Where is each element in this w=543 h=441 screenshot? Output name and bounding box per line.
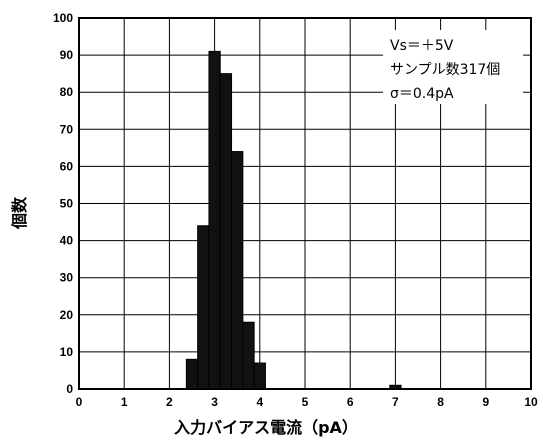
histogram-bar (231, 151, 244, 390)
x-tick-label: 4 (256, 395, 263, 409)
y-tick-label: 20 (60, 308, 74, 322)
y-tick-label: 90 (60, 48, 74, 62)
histogram-bars (185, 50, 402, 390)
histogram-bar (197, 225, 210, 390)
annotation-sigma: σ＝0.4pA (390, 86, 454, 102)
x-tick-label: 8 (437, 395, 444, 409)
histogram-bar (185, 358, 199, 390)
histogram-bar (242, 321, 255, 390)
x-axis-title: 入力バイアス電流（pA） (174, 418, 358, 437)
y-tick-label: 70 (60, 122, 74, 136)
annotation-box (383, 30, 523, 104)
y-tick-label: 100 (53, 11, 73, 25)
y-tick-label: 80 (60, 85, 74, 99)
x-tick-label: 6 (347, 395, 354, 409)
histogram-bar (253, 362, 266, 390)
annotation-supply-voltage: Vs＝＋5V (390, 38, 454, 54)
histogram-bar (208, 50, 221, 390)
y-tick-labels: 0 10 20 30 40 50 60 70 80 90 100 (53, 11, 73, 396)
x-tick-labels: 0 1 2 3 4 5 6 7 8 9 10 (76, 395, 538, 409)
x-tick-label: 7 (392, 395, 399, 409)
x-tick-label: 1 (121, 395, 128, 409)
plot-frame (78, 17, 532, 390)
y-axis-title: 個数 (10, 196, 29, 230)
x-tick-label: 10 (524, 395, 538, 409)
y-tick-label: 30 (60, 271, 74, 285)
y-tick-label: 40 (60, 234, 74, 248)
x-tick-label: 9 (482, 395, 489, 409)
x-tick-label: 5 (302, 395, 309, 409)
y-tick-label: 10 (60, 345, 74, 359)
x-tick-label: 0 (76, 395, 83, 409)
y-tick-label: 50 (60, 197, 74, 211)
y-tick-label: 60 (60, 159, 74, 173)
x-tick-label: 2 (166, 395, 173, 409)
x-tick-label: 3 (211, 395, 218, 409)
histogram-bar (219, 73, 233, 390)
annotation-sample-count: サンプル数317個 (390, 62, 500, 78)
y-tick-label: 0 (66, 382, 73, 396)
